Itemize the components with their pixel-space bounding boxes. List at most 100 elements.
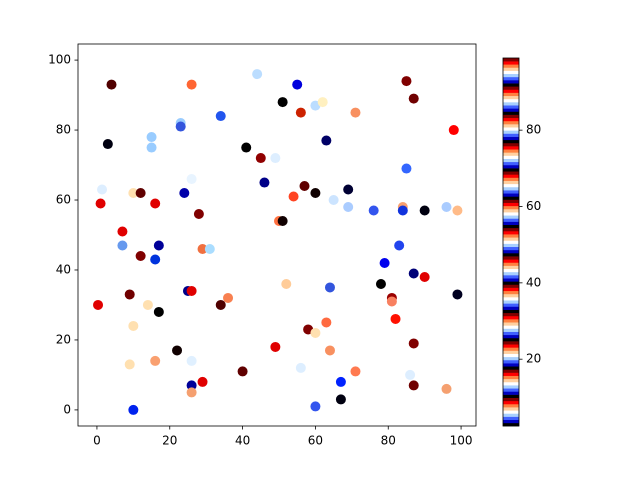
colorbar-stripe [503,356,519,361]
colorbar-stripe [503,265,519,270]
point [150,198,161,209]
colorbar-stripe [503,253,519,257]
x-tick-label: 20 [162,434,177,448]
colorbar-stripe [503,208,519,213]
colorbar-stripe [503,268,519,273]
colorbar-stripe [503,344,519,348]
colorbar-stripe [503,237,519,241]
colorbar-stripe [503,353,519,358]
colorbar-stripe [503,413,519,417]
point [146,142,157,153]
colorbar-stripe [503,331,519,336]
point [401,76,412,87]
colorbar-stripe [503,262,519,266]
point [106,79,117,90]
colorbar-stripe [503,271,519,276]
point [350,366,361,377]
x-tick-label: 40 [235,434,250,448]
point [102,139,113,150]
point [150,254,161,265]
y-tick-label: 100 [48,53,71,67]
colorbar-stripe [503,400,519,405]
x-tick-label: 60 [308,434,323,448]
colorbar-stripe [503,177,519,181]
colorbar-tick-label: 20 [526,352,541,366]
point [135,188,146,199]
point [175,121,186,132]
colorbar-stripe [503,190,519,194]
point [241,142,252,153]
point [310,401,321,412]
colorbar-stripe [503,287,519,292]
colorbar-stripe [503,83,519,87]
point [350,107,361,118]
point [295,107,306,118]
point [335,376,346,387]
colorbar-stripe [503,193,519,197]
point [452,289,463,300]
point [292,79,303,90]
colorbar-stripe [503,168,519,172]
colorbar-stripe [503,215,519,219]
colorbar-stripe [503,64,519,68]
colorbar-stripe [503,347,519,351]
colorbar-stripe [503,70,519,75]
y-tick-label: 20 [56,332,71,346]
point [128,320,139,331]
x-tick-label: 80 [381,434,396,448]
colorbar-stripe [503,202,519,207]
colorbar-stripe [503,136,519,141]
colorbar-stripe [503,80,519,84]
colorbar-stripe [503,76,519,81]
point [390,313,401,324]
colorbar-stripe [503,334,519,339]
point [142,299,153,310]
point [255,153,266,164]
colorbar-stripe [503,328,519,332]
y-tick-label: 80 [56,123,71,137]
point [379,257,390,268]
point [452,205,463,216]
point [186,79,197,90]
point [270,153,281,164]
colorbar-stripe [503,312,519,317]
point [419,271,430,282]
point [215,111,226,122]
colorbar-stripe [503,422,519,427]
colorbar-tick-label: 80 [526,123,541,137]
point [386,296,397,307]
point [124,359,135,370]
point [408,268,419,279]
point [324,345,335,356]
colorbar-stripe [503,221,519,226]
colorbar-stripe [503,259,519,263]
point [328,195,339,206]
point [324,282,335,293]
colorbar-tick-label: 40 [526,275,541,289]
x-tick-label: 0 [93,434,101,448]
point [310,327,321,338]
point [97,184,108,195]
point [215,299,226,310]
point [335,394,346,405]
colorbar-stripe [503,230,519,235]
point [277,216,288,227]
point [172,345,183,356]
point [204,243,215,254]
colorbar-stripe [503,297,519,301]
colorbar-stripe [503,127,519,131]
point [419,205,430,216]
point [408,93,419,104]
point [281,278,292,289]
colorbar-stripe [503,341,519,345]
colorbar-stripe [503,275,519,279]
colorbar-stripe [503,133,519,137]
colorbar-stripe [503,117,519,122]
colorbar-stripe [503,278,519,282]
point [375,278,386,289]
colorbar-stripe [503,388,519,392]
colorbar-stripe [503,325,519,329]
colorbar-stripe [503,306,519,310]
